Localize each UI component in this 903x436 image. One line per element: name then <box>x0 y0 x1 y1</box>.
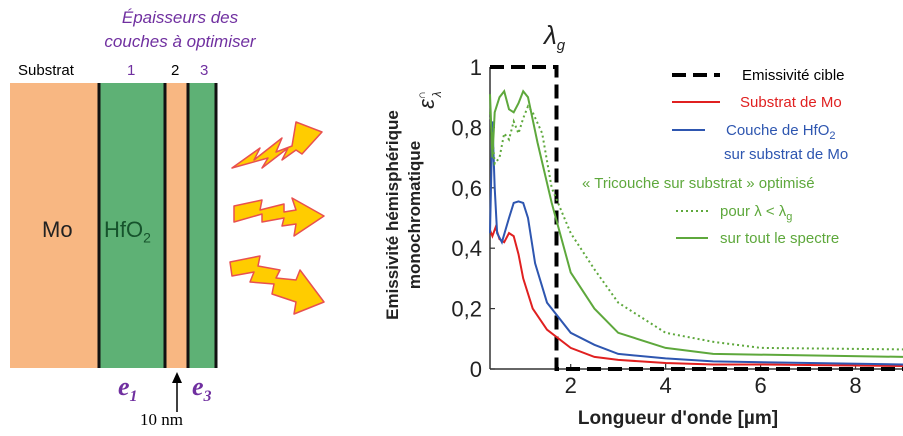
heading-line1: Épaisseurs des <box>121 8 239 27</box>
y-tick-label: 0,4 <box>451 236 482 261</box>
hfo2-sub: 2 <box>143 229 151 246</box>
y-tick-label: 0,2 <box>451 297 482 322</box>
heading-line2: couches à optimiser <box>104 32 256 51</box>
radiation-arrow-icon <box>233 197 325 237</box>
e1-sub: 1 <box>129 388 138 406</box>
e3-letter: e <box>192 372 204 401</box>
series-line <box>489 224 903 367</box>
series-line <box>489 104 903 351</box>
mo-layer <box>10 83 99 368</box>
radiation-arrow-icon <box>231 121 323 169</box>
mo-label: Mo <box>42 217 73 242</box>
legend-label: sur substrat de Mo <box>724 146 848 163</box>
radiation-arrow-icon <box>229 255 325 315</box>
x-tick-label: 4 <box>660 373 672 398</box>
legend-label: Substrat de Mo <box>740 94 842 111</box>
thickness-label: 10 nm <box>140 410 183 429</box>
y-tick-label: 0 <box>470 357 482 382</box>
mo-layer-2 <box>165 83 188 368</box>
svg-text:ε∩λ: ε∩ λ <box>414 91 444 109</box>
y-symbol: ε∩ λ <box>414 91 444 109</box>
e1-label: e1 <box>118 372 138 406</box>
series-line <box>489 121 903 366</box>
legend-label: « Tricouche sur substrat » optimisé <box>582 175 815 192</box>
substrate-label: Substrat <box>18 62 74 79</box>
hfo2-base: HfO <box>104 217 144 242</box>
y-tick-label: 1 <box>470 55 482 80</box>
ylabel-line1: Emissivité hémisphérique <box>383 110 402 320</box>
ysymbol-sub: λ <box>430 91 444 98</box>
e1-letter: e <box>118 372 130 401</box>
legend-label: pour λ < λg <box>720 203 792 223</box>
series-line <box>490 65 903 371</box>
layer-number-3: 3 <box>200 62 209 79</box>
diagram-heading: Épaisseurs des couches à optimiser <box>70 6 290 54</box>
y-axis-label: Emissivité hémisphérique monochromatique <box>383 110 424 320</box>
y-tick-label: 0,6 <box>451 176 482 201</box>
lambda-g-label: λg <box>542 20 566 54</box>
x-tick-label: 8 <box>849 373 861 398</box>
layer-stack <box>10 83 325 412</box>
ysymbol: ε <box>414 99 439 109</box>
emissivity-chart: Emissivité hémisphérique monochromatique… <box>383 20 903 429</box>
x-tick-label: 6 <box>754 373 766 398</box>
legend-label: Emissivité cible <box>742 67 845 84</box>
y-tick-label: 0,8 <box>451 115 482 140</box>
x-axis-label: Longueur d'onde [µm] <box>578 408 778 429</box>
hfo2-layer-1 <box>99 83 165 368</box>
hfo2-label: HfO2 <box>104 217 151 245</box>
legend-label: sur tout le spectre <box>720 230 839 247</box>
x-tick-label: 2 <box>565 373 577 398</box>
arrow-head-icon <box>172 372 182 383</box>
layer-number-1: 1 <box>127 62 136 79</box>
hfo2-layer-3 <box>188 83 216 368</box>
legend-label: Couche de HfO2 <box>726 122 836 142</box>
ylabel-line2: monochromatique <box>405 141 424 289</box>
ysymbol-sup: ∩ <box>416 91 428 99</box>
e3-sub: 3 <box>203 388 212 406</box>
layer-number-2: 2 <box>171 62 180 79</box>
series-line <box>489 89 903 358</box>
e3-label: e3 <box>192 372 212 406</box>
